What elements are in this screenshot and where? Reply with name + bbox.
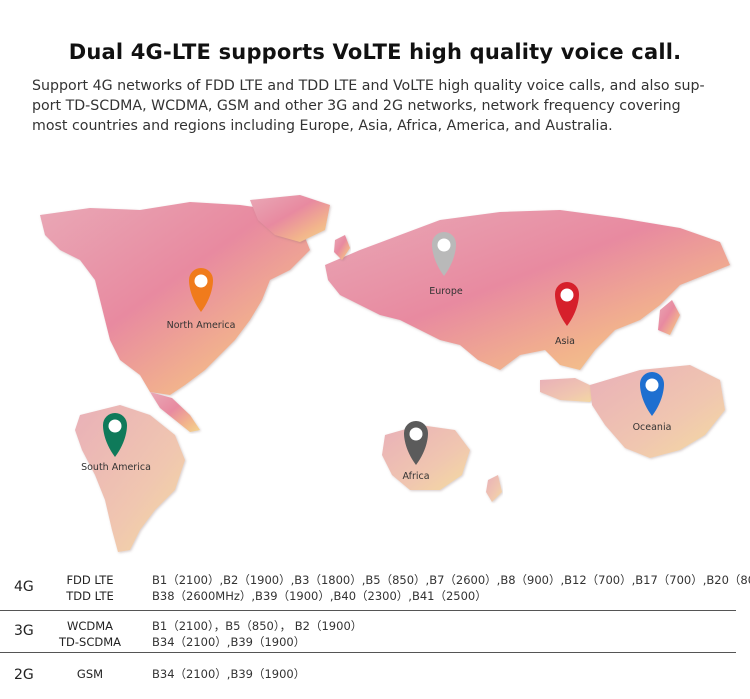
technology-name: WCDMA	[66, 619, 114, 633]
divider	[0, 652, 736, 653]
technology-name: TDD LTE	[66, 589, 114, 603]
frequency-list: B1（2100），B5（850）， B2（1900） B34（2100）,B39…	[152, 618, 362, 650]
description-text: Support 4G networks of FDD LTE and TDD L…	[32, 78, 705, 134]
frequency-list: B34（2100）,B39（1900）	[152, 666, 305, 682]
technology-name: TD-SCDMA	[58, 635, 121, 649]
pin-label-south-america: South America	[81, 462, 151, 473]
pin-asia[interactable]: Asia	[555, 282, 579, 347]
greenland-land	[250, 195, 330, 242]
australia-land	[590, 365, 725, 458]
frequency-line: B1（2100），B5（850）， B2（1900）	[152, 619, 363, 633]
divider	[0, 610, 736, 611]
japan-land	[658, 300, 680, 335]
pin-label-north-america: North America	[167, 320, 236, 331]
technology-name: GSM	[76, 667, 104, 681]
pin-oceania[interactable]: Oceania	[633, 372, 672, 433]
frequency-line: B34（2100）,B39（1900）	[152, 667, 306, 681]
generation-label: 4G	[14, 579, 34, 595]
world-map: North America Europe Asia South America …	[40, 195, 730, 552]
south-america-land	[75, 405, 185, 552]
central-america-land	[150, 392, 200, 432]
frequency-line: B1（2100）,B2（1900）,B3（1800）,B5（850）,B7（26…	[152, 573, 750, 587]
pin-europe[interactable]: Europe	[429, 232, 463, 297]
eurasia-land	[325, 210, 730, 370]
north-america-land	[40, 202, 310, 395]
generation-label: 2G	[14, 667, 34, 683]
frequency-line: B38（2600MHz）,B39（1900）,B40（2300）,B41（250…	[152, 589, 487, 603]
pin-label-asia: Asia	[555, 336, 575, 347]
pin-label-africa: Africa	[402, 471, 429, 482]
frequency-line: B34（2100）,B39（1900）	[152, 635, 306, 649]
generation-label: 3G	[14, 623, 34, 639]
pin-label-europe: Europe	[429, 286, 463, 297]
oceania-land	[382, 425, 470, 490]
southeast-asia-land	[540, 378, 600, 402]
technology-label: WCDMA TD-SCDMA	[50, 618, 130, 650]
frequency-list: B1（2100）,B2（1900）,B3（1800）,B5（850）,B7（26…	[152, 572, 750, 604]
technology-name: FDD LTE	[66, 573, 114, 587]
pin-label-oceania: Oceania	[633, 422, 672, 433]
pin-africa[interactable]: Africa	[402, 421, 430, 482]
uk-land	[334, 235, 350, 260]
pin-south-america[interactable]: South America	[81, 413, 151, 473]
page-title: Dual 4G-LTE supports VoLTE high quality …	[68, 40, 682, 64]
technology-label: FDD LTE TDD LTE	[50, 572, 130, 604]
pin-north-america[interactable]: North America	[167, 268, 236, 331]
new-zealand-land	[486, 475, 502, 502]
technology-label: GSM	[50, 666, 130, 682]
